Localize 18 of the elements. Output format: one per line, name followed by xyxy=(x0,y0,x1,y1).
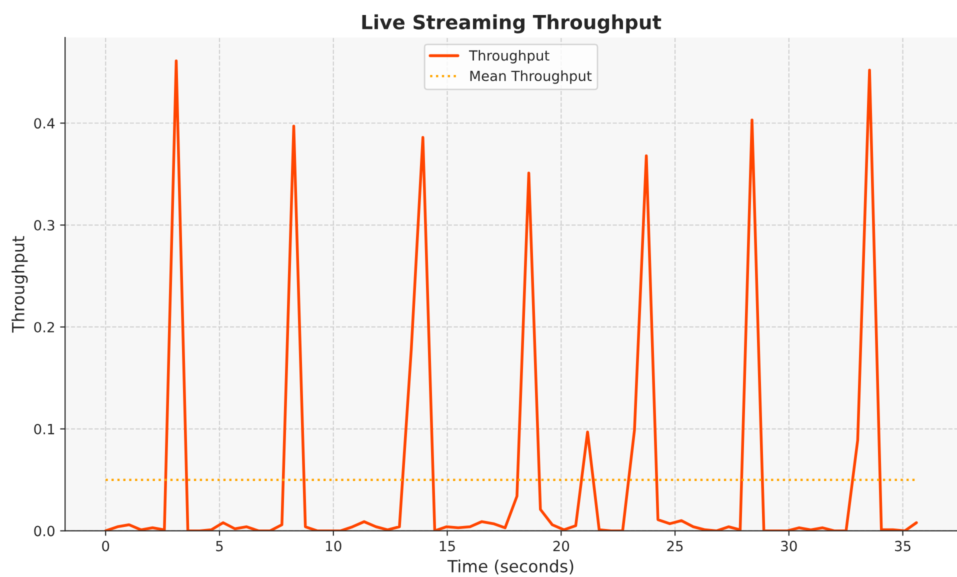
x-tick-label: 30 xyxy=(781,540,797,552)
x-axis-title: Time (seconds) xyxy=(447,560,574,574)
x-tick-label: 20 xyxy=(553,540,570,552)
x-tick-label: 10 xyxy=(326,540,342,552)
y-tick-label: 0.3 xyxy=(34,220,54,231)
legend-label: Throughput xyxy=(468,50,550,64)
y-tick-label: 0.1 xyxy=(34,424,54,434)
y-tick-label: 0.2 xyxy=(34,322,54,332)
x-tick-label: 0 xyxy=(102,540,110,552)
y-axis-title: Throughput xyxy=(12,236,28,333)
y-tick-label: 0.0 xyxy=(34,526,54,536)
chart-title: Live Streaming Throughput xyxy=(362,14,662,34)
x-tick-label: 25 xyxy=(667,540,683,552)
x-tick-label: 5 xyxy=(216,540,223,552)
x-tick-label: 15 xyxy=(440,540,455,552)
x-tick-label: 35 xyxy=(895,540,910,552)
y-tick-label: 0.4 xyxy=(34,118,55,129)
legend-label: Mean Throughput xyxy=(470,70,592,84)
